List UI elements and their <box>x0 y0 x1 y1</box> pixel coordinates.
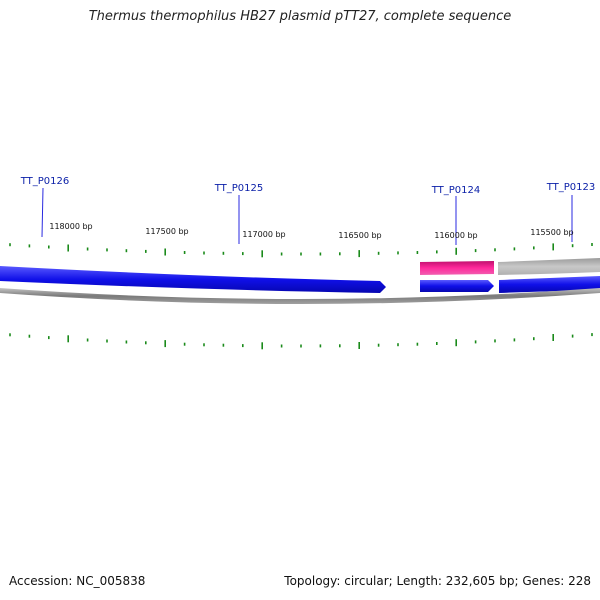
gene-label-tt-p0123[interactable]: TT_P0123 <box>546 182 596 193</box>
plasmid-backbone <box>0 288 600 304</box>
bp-label-116000: 116000 bp <box>434 231 477 240</box>
bp-label-117000: 117000 bp <box>242 230 285 239</box>
upper-tick-marks <box>9 243 593 258</box>
bp-label-118000: 118000 bp <box>49 222 92 231</box>
lower-tick-marks <box>9 333 593 350</box>
genome-stats-label: Topology: circular; Length: 232,605 bp; … <box>284 574 591 588</box>
bp-label-115500: 115500 bp <box>530 228 573 237</box>
gene-arrow-tt-p0123[interactable] <box>499 276 600 293</box>
bp-label-116500: 116500 bp <box>338 231 381 240</box>
gene-label-tt-p0126[interactable]: TT_P0126 <box>20 176 70 187</box>
gene-arrow-tt-p0125[interactable] <box>0 266 386 293</box>
map-title: Thermus thermophilus HB27 plasmid pTT27,… <box>88 9 512 24</box>
gene-grey-segment[interactable] <box>498 258 600 275</box>
accession-label: Accession: NC_005838 <box>9 574 146 588</box>
gene-label-line-tt-p0126 <box>41 187 44 238</box>
gene-arrow-tt-p0124[interactable] <box>420 280 494 292</box>
gene-label-tt-p0124[interactable]: TT_P0124 <box>431 185 481 196</box>
bp-label-117500: 117500 bp <box>145 227 188 236</box>
gene-tt-p0124-highlight[interactable] <box>420 261 494 275</box>
gene-label-tt-p0125[interactable]: TT_P0125 <box>214 183 264 194</box>
